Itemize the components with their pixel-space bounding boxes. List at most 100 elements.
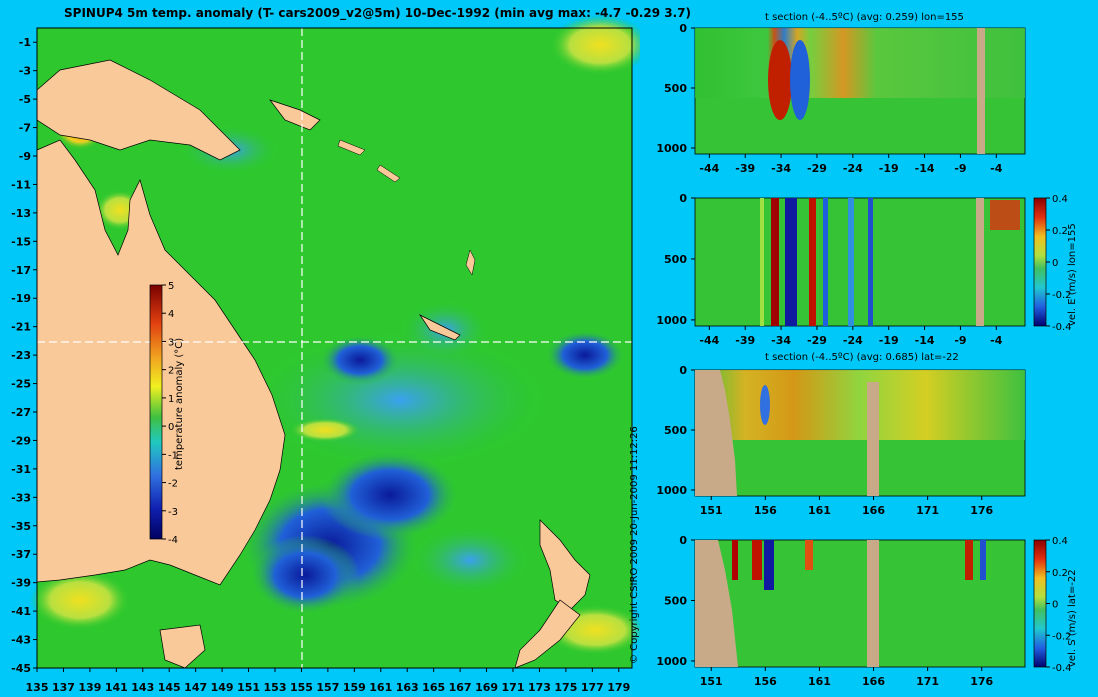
map-x-tick-label: 135	[26, 681, 49, 694]
section-y-tick-label: 1000	[656, 314, 687, 327]
section-x-tick-label: 171	[916, 504, 939, 517]
map-y-tick-label: -7	[19, 122, 31, 135]
map-x-tick-label: 137	[52, 681, 75, 694]
map-colorbar-tick-label: 0	[168, 422, 174, 433]
section-x-tick-label: -4	[990, 334, 1003, 347]
map-x-tick-label: 147	[184, 681, 207, 694]
colorbar-tick-label: 0	[1052, 600, 1058, 611]
vel-s-colorbar-label: vel. S (m/s) lat=-22	[1067, 569, 1078, 667]
section-x-tick-label: 161	[808, 675, 831, 688]
section-x-tick-label: -9	[954, 162, 966, 175]
section-y-tick-label: 1000	[656, 655, 687, 668]
map-y-tick-label: -11	[11, 178, 31, 191]
colorbar-tick-label: 0.2	[1052, 226, 1068, 237]
section-x-tick-label: -39	[735, 334, 755, 347]
section-x-tick-label: 176	[970, 504, 993, 517]
section-y-tick-label: 500	[664, 424, 687, 437]
map-x-tick-label: 179	[607, 681, 630, 694]
map-x-tick-label: 171	[502, 681, 525, 694]
map-y-tick-label: -5	[19, 93, 31, 106]
map-y-tick-label: -41	[11, 605, 31, 618]
section-x-tick-label: -24	[843, 162, 863, 175]
map-y-tick-label: -25	[11, 378, 31, 391]
section-y-tick-label: 1000	[656, 142, 687, 155]
map-x-tick-label: 161	[369, 681, 392, 694]
section-x-tick-label: 166	[862, 675, 885, 688]
map-x-tick-label: 167	[449, 681, 472, 694]
map-y-tick-label: -37	[11, 548, 31, 561]
section-x-tick-label: 156	[754, 675, 777, 688]
section-x-tick-label: -29	[807, 334, 827, 347]
section-x-tick-label: 151	[700, 675, 723, 688]
section-x-tick-label: -34	[771, 162, 791, 175]
colorbar-tick-label: -0.2	[1052, 290, 1072, 301]
map-y-tick-label: -23	[11, 349, 31, 362]
colorbar-tick-label: 0	[1052, 258, 1058, 269]
vel-s-section-lat-plot	[694, 539, 1026, 668]
map-x-tick-label: 141	[105, 681, 128, 694]
section-x-tick-label: -44	[699, 334, 719, 347]
colorbar-tick-label: -0.4	[1052, 322, 1072, 333]
map-y-tick-label: -15	[11, 235, 31, 248]
map-y-tick-label: -39	[11, 577, 31, 590]
map-y-tick-label: -1	[19, 36, 31, 49]
t-section-lon-title: t section (-4..5ºC) (avg: 0.259) lon=155	[765, 12, 964, 23]
map-y-tick-label: -3	[19, 65, 31, 78]
map-y-tick-label: -27	[11, 406, 31, 419]
map-colorbar-tick-label: -4	[168, 535, 178, 546]
map-colorbar-tick-label: 4	[168, 309, 174, 320]
section-x-tick-label: -44	[699, 162, 719, 175]
section-x-tick-label: 171	[916, 675, 939, 688]
map-x-tick-label: 175	[554, 681, 577, 694]
section-y-tick-label: 0	[679, 192, 687, 205]
section-x-tick-label: -29	[807, 162, 827, 175]
map-x-tick-label: 159	[343, 681, 366, 694]
section-y-tick-label: 1000	[656, 484, 687, 497]
map-x-tick-label: 157	[316, 681, 339, 694]
colorbar-tick-label: 0.4	[1052, 194, 1068, 205]
main-title: SPINUP4 5m temp. anomaly (T- cars2009_v2…	[64, 6, 691, 20]
map-x-tick-label: 153	[264, 681, 287, 694]
colorbar-tick-label: 0.2	[1052, 568, 1068, 579]
section-x-tick-label: 176	[970, 675, 993, 688]
map-colorbar-tick-label: -1	[168, 450, 178, 461]
section-y-tick-label: 500	[664, 594, 687, 607]
section-x-tick-label: -19	[879, 334, 899, 347]
map-x-tick-label: 169	[475, 681, 498, 694]
section-x-tick-label: -39	[735, 162, 755, 175]
map-x-tick-label: 151	[237, 681, 260, 694]
section-x-tick-label: 166	[862, 504, 885, 517]
map-x-tick-label: 173	[528, 681, 551, 694]
map-y-tick-label: -35	[11, 520, 31, 533]
section-y-tick-label: 0	[679, 22, 687, 35]
copyright: © Copyright CSIRO 2009 20-Jun-2009 11:12…	[629, 426, 640, 664]
map-colorbar-tick-label: 5	[168, 281, 174, 292]
map-colorbar-tick-label: -2	[168, 479, 178, 490]
map-x-tick-label: 177	[581, 681, 604, 694]
colorbar-tick-label: -0.2	[1052, 631, 1072, 642]
map-colorbar-tick-label: 1	[168, 394, 174, 405]
section-x-tick-label: 161	[808, 504, 831, 517]
map-chart: 135 137 139 141 143 145 147 149 151 153 155 157 159 1…	[11, 15, 640, 694]
map-x-tick-label: 143	[131, 681, 154, 694]
map-colorbar-tick-label: -3	[168, 507, 178, 518]
section-y-tick-label: 0	[679, 364, 687, 377]
map-y-tick-label: -29	[11, 434, 31, 447]
map-x-tick-label: 163	[396, 681, 419, 694]
vel-e-section-lon-plot	[694, 197, 1026, 327]
section-y-tick-label: 0	[679, 534, 687, 547]
section-x-tick-label: -34	[771, 334, 791, 347]
colorbar-tick-label: -0.4	[1052, 663, 1072, 674]
map-colorbar	[149, 284, 163, 540]
section-x-tick-label: -14	[915, 334, 935, 347]
map-y-tick-label: -9	[19, 150, 31, 163]
map-y-tick-label: -19	[11, 292, 31, 305]
vel-s-colorbar	[1033, 539, 1047, 668]
section-x-tick-label: -9	[954, 334, 966, 347]
vel-e-colorbar	[1033, 197, 1047, 327]
section-x-tick-label: -14	[915, 162, 935, 175]
map-y-tick-label: -43	[11, 634, 31, 647]
map-x-tick-label: 165	[422, 681, 445, 694]
map-x-tick-label: 149	[211, 681, 234, 694]
map-colorbar-tick-label: 2	[168, 366, 174, 377]
